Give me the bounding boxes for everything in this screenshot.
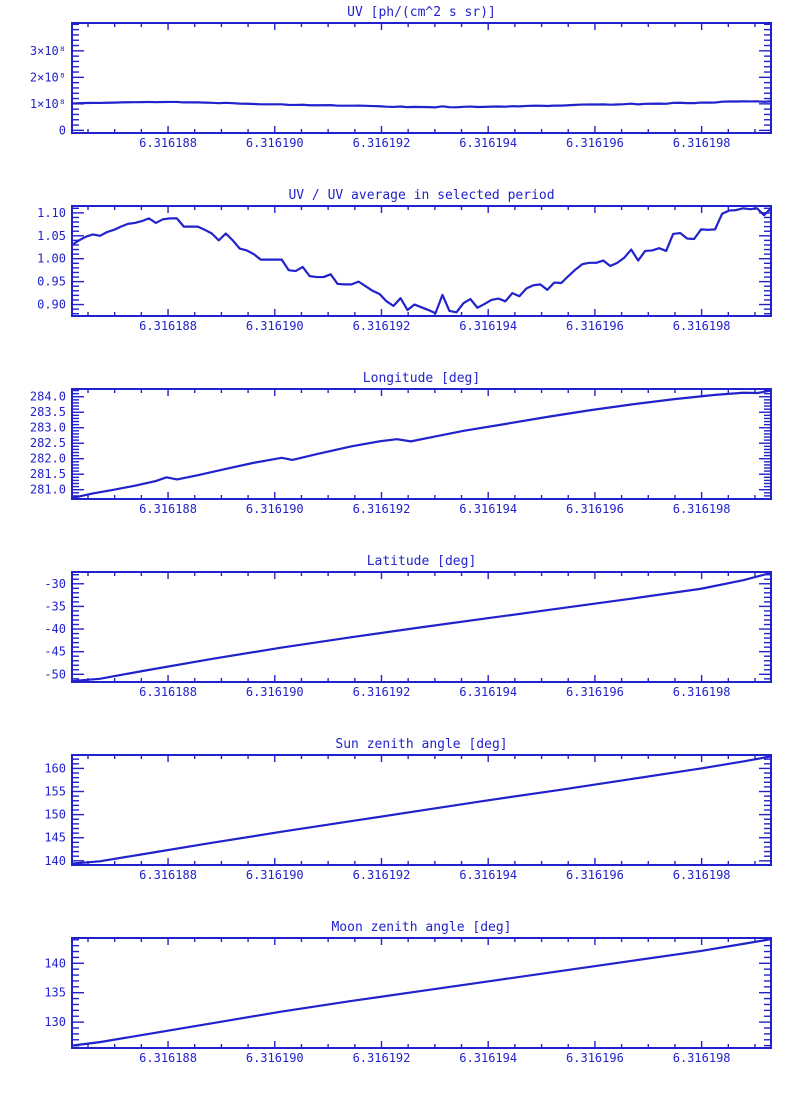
y-tick-label: 1×10⁸ — [30, 97, 66, 111]
plot-canvas-latitude: Latitude [deg] 6.316188 6.316190 6.316192 6.… — [44, 554, 773, 699]
y-tick-label: 1.00 — [37, 252, 66, 266]
x-tick-label: 6.316188 — [139, 868, 197, 882]
x-tick-label: 6.316188 — [139, 1051, 197, 1065]
x-tick-label: 6.316194 — [459, 685, 517, 699]
x-tick-label: 6.316196 — [566, 319, 624, 333]
y-tick-label: 283.0 — [30, 421, 66, 435]
plot-canvas-sun-zenith-angle: Sun zenith angle [deg] 6.316188 6.316190 6.… — [44, 737, 773, 882]
data-line-moon-zenith-angle — [70, 938, 773, 1047]
y-tick-label: -45 — [44, 645, 66, 659]
x-tick-label: 6.316188 — [139, 136, 197, 150]
x-tick-label: 6.316196 — [566, 136, 624, 150]
y-tick-label: -50 — [44, 667, 66, 681]
x-tick-label: 6.316194 — [459, 136, 517, 150]
y-tick-label: 1.10 — [37, 206, 66, 220]
y-tick-label: 0 — [59, 123, 66, 137]
x-tick-label: 6.316192 — [353, 868, 411, 882]
y-tick-label: 3×10⁸ — [30, 44, 66, 58]
plot-sun-zenith-angle: Sun zenith angle [deg] 6.316188 6.316190 6.… — [0, 732, 800, 915]
y-tick-label: 150 — [44, 808, 66, 822]
x-tick-label: 6.316192 — [353, 1051, 411, 1065]
data-line-sun-zenith-angle — [70, 755, 773, 865]
data-line-uv — [70, 100, 773, 109]
y-tick-label: 140 — [44, 854, 66, 868]
plot-moon-zenith-angle: Moon zenith angle [deg] 6.316188 6.316190 6… — [0, 915, 800, 1098]
plot-uv-ratio: UV / UV average in selected period 6.3161… — [0, 183, 800, 366]
x-tick-label: 6.316192 — [353, 502, 411, 516]
plot-title: Longitude [deg] — [363, 371, 480, 386]
plot-canvas-moon-zenith-angle: Moon zenith angle [deg] 6.316188 6.316190 6… — [44, 920, 773, 1065]
x-tick-label: 6.316190 — [246, 136, 304, 150]
plot-latitude: Latitude [deg] 6.316188 6.316190 6.316192 6.… — [0, 549, 800, 732]
y-tick-label: 281.0 — [30, 483, 66, 497]
plot-title: Sun zenith angle [deg] — [335, 737, 507, 752]
y-tick-label: 130 — [44, 1015, 66, 1029]
y-tick-label: 1.05 — [37, 229, 66, 243]
y-tick-label: 284.0 — [30, 390, 66, 404]
x-tick-label: 6.316188 — [139, 319, 197, 333]
data-line-uv-ratio — [70, 207, 773, 315]
plot-title: Moon zenith angle [deg] — [331, 920, 511, 935]
plot-longitude: Longitude [deg] 6.316188 6.316190 6.316192 6… — [0, 366, 800, 549]
y-tick-label: 281.5 — [30, 467, 66, 481]
x-tick-label: 6.316196 — [566, 502, 624, 516]
x-tick-label: 6.316198 — [673, 319, 731, 333]
data-line-longitude — [70, 389, 773, 500]
y-tick-label: 140 — [44, 956, 66, 970]
x-tick-label: 6.316196 — [566, 868, 624, 882]
y-tick-label: -40 — [44, 622, 66, 636]
plot-frame — [71, 22, 772, 134]
x-tick-label: 6.316192 — [353, 136, 411, 150]
x-tick-label: 6.316194 — [459, 1051, 517, 1065]
x-tick-label: 6.316198 — [673, 1051, 731, 1065]
x-tick-label: 6.316190 — [246, 319, 304, 333]
x-tick-label: 6.316194 — [459, 502, 517, 516]
y-tick-label: 135 — [44, 986, 66, 1000]
x-tick-label: 6.316196 — [566, 685, 624, 699]
x-tick-label: 6.316198 — [673, 685, 731, 699]
x-tick-label: 6.316188 — [139, 685, 197, 699]
y-tick-label: -30 — [44, 577, 66, 591]
y-tick-label: 282.5 — [30, 436, 66, 450]
x-tick-label: 6.316198 — [673, 502, 731, 516]
y-tick-label: 282.0 — [30, 452, 66, 466]
x-tick-label: 6.316190 — [246, 502, 304, 516]
plot-title: Latitude [deg] — [367, 554, 477, 569]
y-tick-label: -35 — [44, 599, 66, 613]
plot-uv: UV [ph/(cm^2 s sr)] 6.316188 6.316190 6.316… — [0, 0, 800, 183]
plot-canvas-uv-ratio: UV / UV average in selected period 6.3161… — [37, 188, 773, 333]
plot-frame — [71, 937, 772, 1049]
plot-frame — [71, 388, 772, 500]
plot-title: UV / UV average in selected period — [288, 188, 554, 203]
x-tick-label: 6.316192 — [353, 319, 411, 333]
y-tick-label: 0.90 — [37, 298, 66, 312]
y-tick-label: 0.95 — [37, 275, 66, 289]
y-tick-label: 2×10⁸ — [30, 70, 66, 84]
x-tick-label: 6.316194 — [459, 319, 517, 333]
x-tick-label: 6.316196 — [566, 1051, 624, 1065]
plot-frame — [71, 571, 772, 683]
x-tick-label: 6.316190 — [246, 1051, 304, 1065]
y-tick-label: 145 — [44, 831, 66, 845]
plot-canvas-uv: UV [ph/(cm^2 s sr)] 6.316188 6.316190 6.316… — [30, 5, 773, 150]
x-tick-label: 6.316190 — [246, 685, 304, 699]
y-tick-label: 283.5 — [30, 405, 66, 419]
y-tick-label: 160 — [44, 761, 66, 775]
x-tick-label: 6.316198 — [673, 868, 731, 882]
y-tick-label: 155 — [44, 785, 66, 799]
x-tick-label: 6.316190 — [246, 868, 304, 882]
plot-canvas-longitude: Longitude [deg] 6.316188 6.316190 6.316192 6… — [30, 371, 773, 516]
x-tick-label: 6.316198 — [673, 136, 731, 150]
data-line-latitude — [70, 571, 773, 683]
x-tick-label: 6.316188 — [139, 502, 197, 516]
x-tick-label: 6.316194 — [459, 868, 517, 882]
plot-frame — [71, 205, 772, 317]
plot-title: UV [ph/(cm^2 s sr)] — [347, 5, 496, 20]
x-tick-label: 6.316192 — [353, 685, 411, 699]
